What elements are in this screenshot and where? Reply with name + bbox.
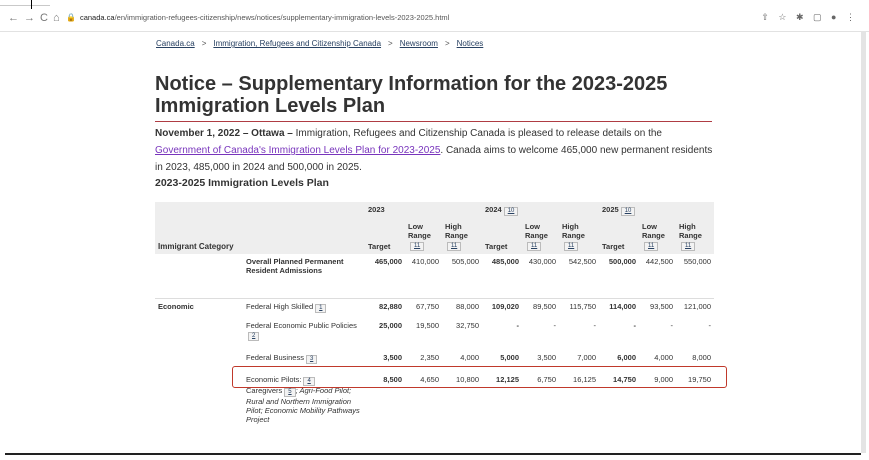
bookmark-star-icon[interactable]: ☆ (778, 12, 787, 22)
row-name: Federal Business 3 (243, 350, 365, 372)
category-header: Immigrant Category (155, 219, 365, 254)
table-row: Economic Federal High Skilled 1 82,880 67… (155, 297, 714, 318)
year-header: 2024 10 (482, 202, 599, 219)
footnote-link[interactable]: 10 (620, 207, 636, 216)
row-name: Federal Economic Public Policies2 (246, 321, 357, 341)
row-name: Overall Planned Permanent Resident Admis… (246, 257, 344, 275)
footnote-link[interactable]: 5 (284, 388, 296, 397)
extensions-icon[interactable]: ✱ (795, 12, 804, 22)
year-header: 2023 (365, 202, 482, 219)
forward-icon[interactable]: → (24, 12, 35, 24)
federal-business-highlight (232, 366, 727, 388)
dateline: November 1, 2022 – Ottawa – (155, 128, 293, 139)
target-header: Target (482, 219, 522, 254)
high-range-header: High Range 11 (676, 219, 714, 254)
table-title: 2023-2025 Immigration Levels Plan (155, 177, 329, 189)
target-header: Target (365, 219, 405, 254)
breadcrumb: Canada.ca > Immigration, Refugees and Citi… (156, 39, 484, 48)
share-icon[interactable]: ⇧ (761, 12, 769, 22)
footnote-link[interactable]: 10 (503, 207, 519, 216)
page-scrollbar[interactable] (861, 31, 866, 454)
lock-icon: 🔒 (66, 13, 76, 22)
menu-kebab-icon[interactable]: ⋮ (846, 12, 855, 22)
levels-plan-link[interactable]: Government of Canada's Immigration Level… (155, 145, 441, 156)
page-title: Notice – Supplementary Information for t… (155, 73, 668, 117)
high-range-header: High Range 11 (442, 219, 482, 254)
title-divider (155, 121, 712, 122)
table-row-highlighted: Federal Business 3 3,500 2,350 4,000 5,00… (155, 350, 714, 372)
footnote-link[interactable]: 2 (248, 332, 260, 341)
category-cell: Economic (155, 297, 243, 318)
table-row: Overall Planned Permanent Resident Admis… (155, 254, 714, 298)
home-icon[interactable]: ⌂ (53, 12, 60, 24)
url-field[interactable]: 🔒 canada.ca/en/immigration-refugees-citiz… (66, 13, 449, 22)
breadcrumb-ircc[interactable]: Immigration, Refugees and Citizenship Ca… (213, 39, 382, 48)
year-header: 2025 10 (599, 202, 714, 219)
url-path: /en/immigration-refugees-citizenship/new… (114, 13, 450, 22)
high-range-header: High Range 11 (559, 219, 599, 254)
back-icon[interactable]: ← (8, 12, 19, 24)
breadcrumb-newsroom[interactable]: Newsroom (399, 39, 438, 48)
bottom-edge (0, 453, 869, 460)
browser-toolbar-icons: ⇧ ☆ ✱ ▢ ● ⋮ (754, 12, 855, 23)
footnote-link[interactable]: 3 (305, 355, 318, 364)
target-header: Target (599, 219, 639, 254)
page-content: Canada.ca > Immigration, Refugees and Citi… (0, 31, 861, 453)
table-row: Economic Pilots: 4 Caregivers 5; Agri-Food… (155, 372, 714, 427)
footnote-link[interactable]: 1 (315, 303, 327, 313)
reload-icon[interactable]: C (40, 12, 48, 24)
table-row: Federal Economic Public Policies2 25,000… (155, 318, 714, 350)
browser-tab-strip (0, 0, 869, 22)
levels-plan-table: 2023 2024 10 2025 10 Immigrant Category Ta… (155, 202, 714, 427)
low-range-header: Low Range 11 (522, 219, 559, 254)
breadcrumb-notices[interactable]: Notices (456, 39, 484, 48)
low-range-header: Low Range 11 (405, 219, 442, 254)
profile-avatar-icon[interactable]: ● (831, 12, 837, 22)
url-host: canada.ca (79, 13, 115, 22)
row-name: Economic Pilots: 4 Caregivers 5; Agri-Food… (246, 375, 360, 424)
low-range-header: Low Range 11 (639, 219, 676, 254)
breadcrumb-canada[interactable]: Canada.ca (156, 39, 195, 48)
sidebar-icon[interactable]: ▢ (813, 12, 822, 22)
address-bar: ← → C ⌂ 🔒 canada.ca/en/immigration-refuge… (0, 9, 869, 32)
row-name: Federal High Skilled 1 (243, 297, 365, 318)
browser-tab[interactable] (0, 0, 50, 6)
intro-paragraph: November 1, 2022 – Ottawa – Immigration,… (155, 128, 713, 173)
